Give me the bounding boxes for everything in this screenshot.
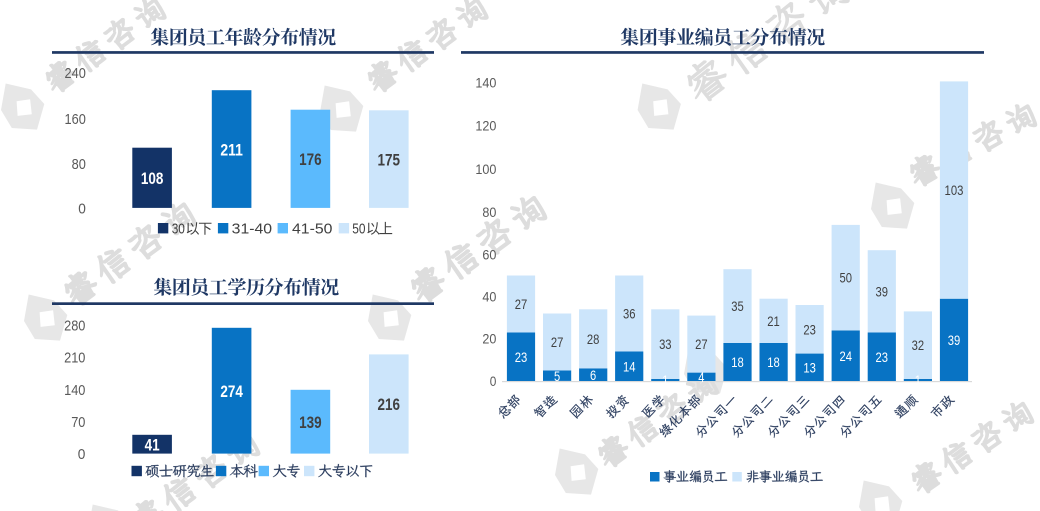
svg-text:4: 4 [698,369,704,385]
svg-text:27: 27 [695,336,708,352]
svg-text:18: 18 [767,354,780,370]
svg-text:6: 6 [590,367,596,383]
svg-text:20: 20 [482,332,496,347]
svg-text:140: 140 [64,382,85,399]
svg-text:176: 176 [299,150,322,169]
svg-text:28: 28 [587,331,600,347]
svg-text:216: 216 [378,395,401,414]
svg-text:32: 32 [912,337,925,353]
svg-text:175: 175 [378,150,401,169]
svg-text:0: 0 [78,446,86,463]
svg-text:13: 13 [803,359,816,375]
svg-text:23: 23 [515,349,528,365]
svg-text:1: 1 [662,372,668,388]
svg-text:211: 211 [220,140,243,159]
svg-text:30: 30 [172,221,185,238]
svg-text:160: 160 [65,111,86,128]
svg-text:210: 210 [64,350,85,367]
svg-text:39: 39 [876,283,889,299]
svg-text:108: 108 [141,169,164,188]
svg-text:27: 27 [551,334,564,350]
svg-text:23: 23 [876,349,889,365]
svg-text:0: 0 [490,374,497,389]
svg-text:60: 60 [482,247,496,262]
svg-text:100: 100 [475,162,496,177]
svg-text:40: 40 [482,290,496,305]
svg-text:23: 23 [803,321,816,337]
svg-text:5: 5 [554,368,560,384]
svg-text:36: 36 [623,306,636,322]
svg-text:27: 27 [515,296,528,312]
svg-text:103: 103 [945,182,964,198]
svg-text:14: 14 [623,358,636,374]
svg-text:18: 18 [731,354,744,370]
svg-text:31-40: 31-40 [232,221,272,238]
svg-text:274: 274 [220,382,243,401]
svg-text:80: 80 [72,156,86,173]
svg-text:1: 1 [915,372,921,388]
svg-text:41-50: 41-50 [292,221,332,238]
svg-text:140: 140 [475,76,496,91]
svg-text:21: 21 [767,313,780,329]
svg-text:50: 50 [352,221,365,238]
svg-text:120: 120 [475,119,496,134]
svg-text:139: 139 [299,413,322,432]
svg-text:50: 50 [839,270,852,286]
svg-text:80: 80 [482,205,496,220]
svg-text:280: 280 [64,318,85,335]
svg-text:41: 41 [145,435,160,454]
svg-text:35: 35 [731,298,744,314]
svg-text:39: 39 [948,332,961,348]
svg-text:70: 70 [71,414,85,431]
svg-text:24: 24 [839,348,852,364]
svg-text:240: 240 [65,65,86,82]
svg-text:33: 33 [659,336,672,352]
svg-text:0: 0 [78,200,86,217]
